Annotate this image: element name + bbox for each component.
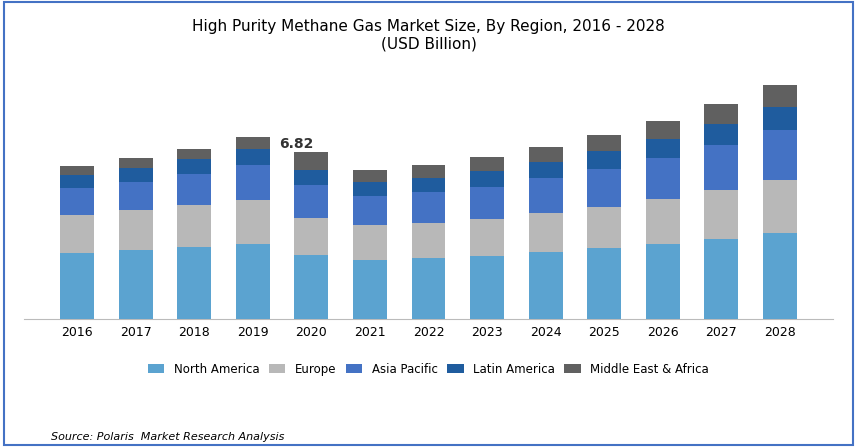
Bar	[119, 250, 153, 319]
Bar	[177, 149, 212, 159]
Bar	[411, 258, 446, 319]
Bar	[529, 162, 562, 178]
Text: 6.82: 6.82	[279, 136, 314, 151]
Bar	[587, 151, 621, 169]
Bar	[60, 175, 94, 188]
Bar	[60, 166, 94, 175]
Bar	[529, 178, 562, 213]
Bar	[529, 147, 562, 162]
Bar	[411, 178, 446, 192]
Bar	[177, 159, 212, 174]
Bar	[704, 124, 738, 145]
Bar	[587, 169, 621, 207]
Bar	[470, 219, 504, 256]
Bar	[295, 255, 328, 319]
Bar	[704, 240, 738, 319]
Bar	[587, 207, 621, 249]
Bar	[704, 105, 738, 124]
Bar	[353, 182, 387, 196]
Bar	[763, 233, 797, 319]
Bar	[645, 199, 680, 245]
Bar	[353, 225, 387, 260]
Bar	[470, 256, 504, 319]
Bar	[119, 211, 153, 250]
Bar	[470, 157, 504, 172]
Bar	[645, 245, 680, 319]
Bar	[119, 158, 153, 168]
Bar	[236, 200, 270, 244]
Bar	[295, 169, 328, 185]
Bar	[353, 170, 387, 182]
Bar	[470, 172, 504, 186]
Bar	[411, 165, 446, 178]
Bar	[236, 165, 270, 200]
Bar	[529, 253, 562, 319]
Bar	[763, 85, 797, 107]
Title: High Purity Methane Gas Market Size, By Region, 2016 - 2028
(USD Billion): High Purity Methane Gas Market Size, By …	[192, 20, 665, 52]
Bar	[411, 223, 446, 258]
Bar	[645, 158, 680, 199]
Bar	[119, 181, 153, 211]
Bar	[295, 218, 328, 255]
Legend: North America, Europe, Asia Pacific, Latin America, Middle East & Africa: North America, Europe, Asia Pacific, Lat…	[143, 358, 714, 380]
Bar	[236, 148, 270, 165]
Bar	[60, 215, 94, 253]
Bar	[411, 192, 446, 223]
Bar	[295, 185, 328, 218]
Bar	[587, 135, 621, 151]
Bar	[60, 253, 94, 319]
Bar	[236, 244, 270, 319]
Bar	[353, 196, 387, 225]
Bar	[645, 121, 680, 139]
Bar	[645, 139, 680, 158]
Bar	[177, 247, 212, 319]
Bar	[529, 213, 562, 253]
Bar	[470, 186, 504, 219]
Bar	[295, 152, 328, 169]
Bar	[587, 249, 621, 319]
Bar	[119, 168, 153, 181]
Bar	[60, 188, 94, 215]
Bar	[236, 137, 270, 148]
Bar	[353, 260, 387, 319]
Bar	[763, 180, 797, 233]
Bar	[763, 107, 797, 130]
Text: Source: Polaris  Market Research Analysis: Source: Polaris Market Research Analysis	[51, 432, 285, 442]
Bar	[177, 174, 212, 205]
Bar	[704, 145, 738, 190]
Bar	[763, 130, 797, 180]
Bar	[177, 205, 212, 247]
Bar	[704, 190, 738, 240]
